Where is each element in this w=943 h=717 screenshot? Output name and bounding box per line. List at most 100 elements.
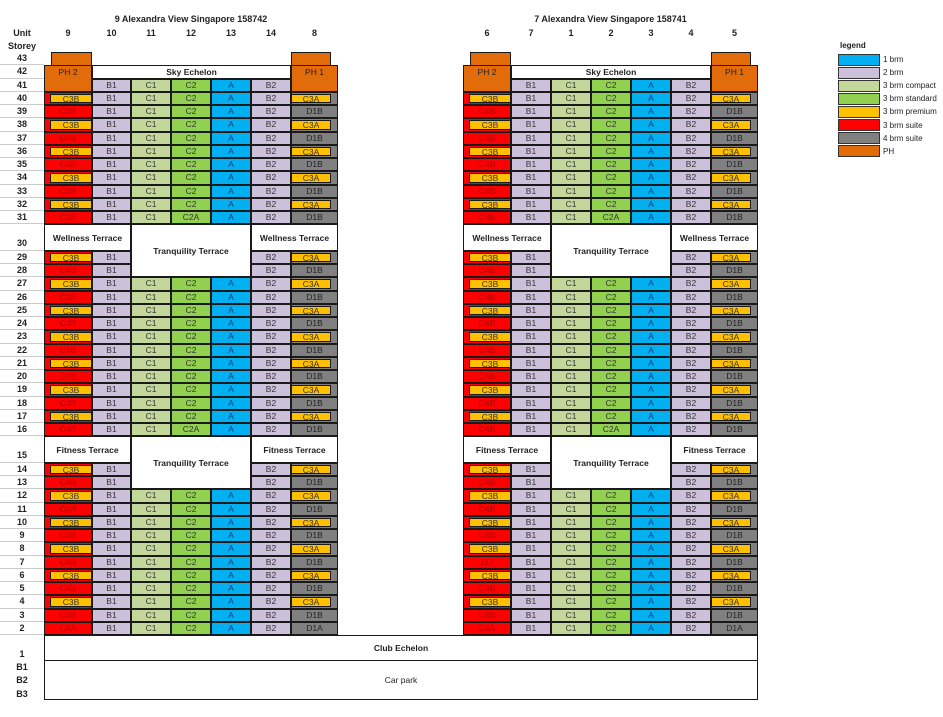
unit-cell: C4B (463, 184, 511, 198)
unit-cell: B2 (671, 131, 711, 145)
podium-storey-b3: B3 (16, 689, 28, 699)
unit-cell: B1 (511, 118, 551, 132)
fitness-terrace: Fitness Terrace (463, 436, 551, 463)
legend-item: 1 brm (838, 53, 903, 66)
unit-code: C3A (291, 464, 331, 475)
unit-cell: B1 (92, 197, 131, 211)
unit-cell: C3A (711, 330, 758, 344)
storey-label: 21 (0, 357, 44, 370)
unit-number-header: 4 (688, 28, 694, 38)
unit-cell: B2 (251, 184, 291, 198)
unit-cell: C2 (171, 303, 211, 317)
unit-cell: C1 (131, 542, 171, 556)
unit-cell: C3B (44, 568, 92, 582)
unit-cell: C3A (291, 197, 338, 211)
unit-cell: C2 (171, 396, 211, 410)
storey-label: 34 (0, 171, 44, 185)
unit-cell: B2 (251, 489, 291, 503)
unit-cell: C4B (463, 131, 511, 145)
unit-cell: B2 (251, 171, 291, 185)
unit-cell: C1 (551, 356, 591, 370)
unit-code: C3B (469, 332, 511, 342)
unit-number-header: 5 (731, 28, 737, 38)
unit-cell: B1 (92, 131, 131, 145)
unit-cell: B1 (92, 211, 131, 225)
penthouse-left-label: PH 2 (477, 67, 497, 78)
unit-cell: B2 (671, 608, 711, 622)
storey-label: 38 (0, 118, 44, 132)
unit-cell: B2 (251, 608, 291, 622)
unit-cell: C4B (44, 317, 92, 331)
legend-swatch (838, 105, 880, 118)
unit-cell: A (631, 489, 671, 503)
unit-cell: D1B (711, 131, 758, 145)
unit-cell: B2 (251, 277, 291, 291)
penthouse-left-label: PH 2 (58, 67, 78, 78)
unit-cell: C2 (171, 489, 211, 503)
unit-cell: C3A (711, 118, 758, 132)
unit-cell: A (211, 555, 251, 569)
unit-cell: B2 (251, 158, 291, 172)
unit-cell: C2 (171, 502, 211, 516)
unit-cell: C1 (131, 144, 171, 158)
unit-cell: C3A (711, 409, 758, 423)
unit-number-header: 8 (311, 28, 317, 38)
unit-cell: B2 (251, 356, 291, 370)
unit-cell: A (631, 396, 671, 410)
unit-code: C3B (469, 597, 511, 607)
unit-cell: B2 (671, 568, 711, 582)
unit-number-header: 9 (65, 28, 71, 38)
car-park-label: Car park (384, 675, 418, 685)
storey-label: 37 (0, 132, 44, 145)
unit-cell: A (211, 105, 251, 119)
unit-cell: C1 (551, 542, 591, 556)
unit-cell: C1 (131, 370, 171, 384)
unit-cell: B1 (92, 502, 131, 516)
unit-cell: D1A (711, 621, 758, 635)
unit-cell: D1B (711, 423, 758, 437)
unit-cell: C4B (463, 343, 511, 357)
unit-cell: A (211, 542, 251, 556)
unit-cell: B1 (92, 330, 131, 344)
unit-cell: B2 (251, 343, 291, 357)
unit-cell: C4B (44, 105, 92, 119)
unit-cell: B2 (671, 529, 711, 543)
unit-cell: C2 (171, 621, 211, 635)
unit-code: C3B (50, 517, 92, 528)
unit-cell: D1B (291, 529, 338, 543)
unit-cell: C1 (131, 131, 171, 145)
storey-label: 41 (0, 79, 44, 92)
unit-code: C3A (711, 305, 751, 316)
unit-cell: D1B (291, 502, 338, 516)
fitness-terrace: Fitness Terrace (44, 436, 131, 463)
storey-label: 7 (0, 556, 44, 569)
unit-cell: C3A (711, 171, 758, 185)
unit-cell: A (631, 423, 671, 437)
storey-label: 23 (0, 330, 44, 344)
unit-cell: D1B (291, 476, 338, 490)
storey-label: 15 (0, 436, 44, 463)
unit-cell: C4B (463, 158, 511, 172)
unit-cell: C3B (463, 330, 511, 344)
unit-cell: C2 (171, 197, 211, 211)
storey-label: 8 (0, 542, 44, 556)
wellness-terrace: Wellness Terrace (671, 224, 758, 251)
unit-cell: C2 (171, 184, 211, 198)
unit-cell: C2 (171, 542, 211, 556)
unit-cell: C2 (591, 383, 631, 397)
unit-cell: C3A (291, 303, 338, 317)
unit-code: C3A (711, 146, 751, 157)
unit-cell: A (631, 608, 671, 622)
unit-cell: A (631, 568, 671, 582)
legend-item: 3 brm standard (838, 92, 937, 105)
unit-cell: D1B (711, 396, 758, 410)
unit-cell: A (631, 555, 671, 569)
unit-cell: D1B (291, 582, 338, 596)
unit-code: C3A (291, 173, 331, 183)
unit-cell: C4B (44, 555, 92, 569)
unit-code: C3B (50, 491, 92, 501)
legend-title: legend (840, 41, 866, 50)
penthouse-right (711, 65, 758, 92)
unit-cell: C1 (131, 317, 171, 331)
unit-cell: B1 (92, 396, 131, 410)
